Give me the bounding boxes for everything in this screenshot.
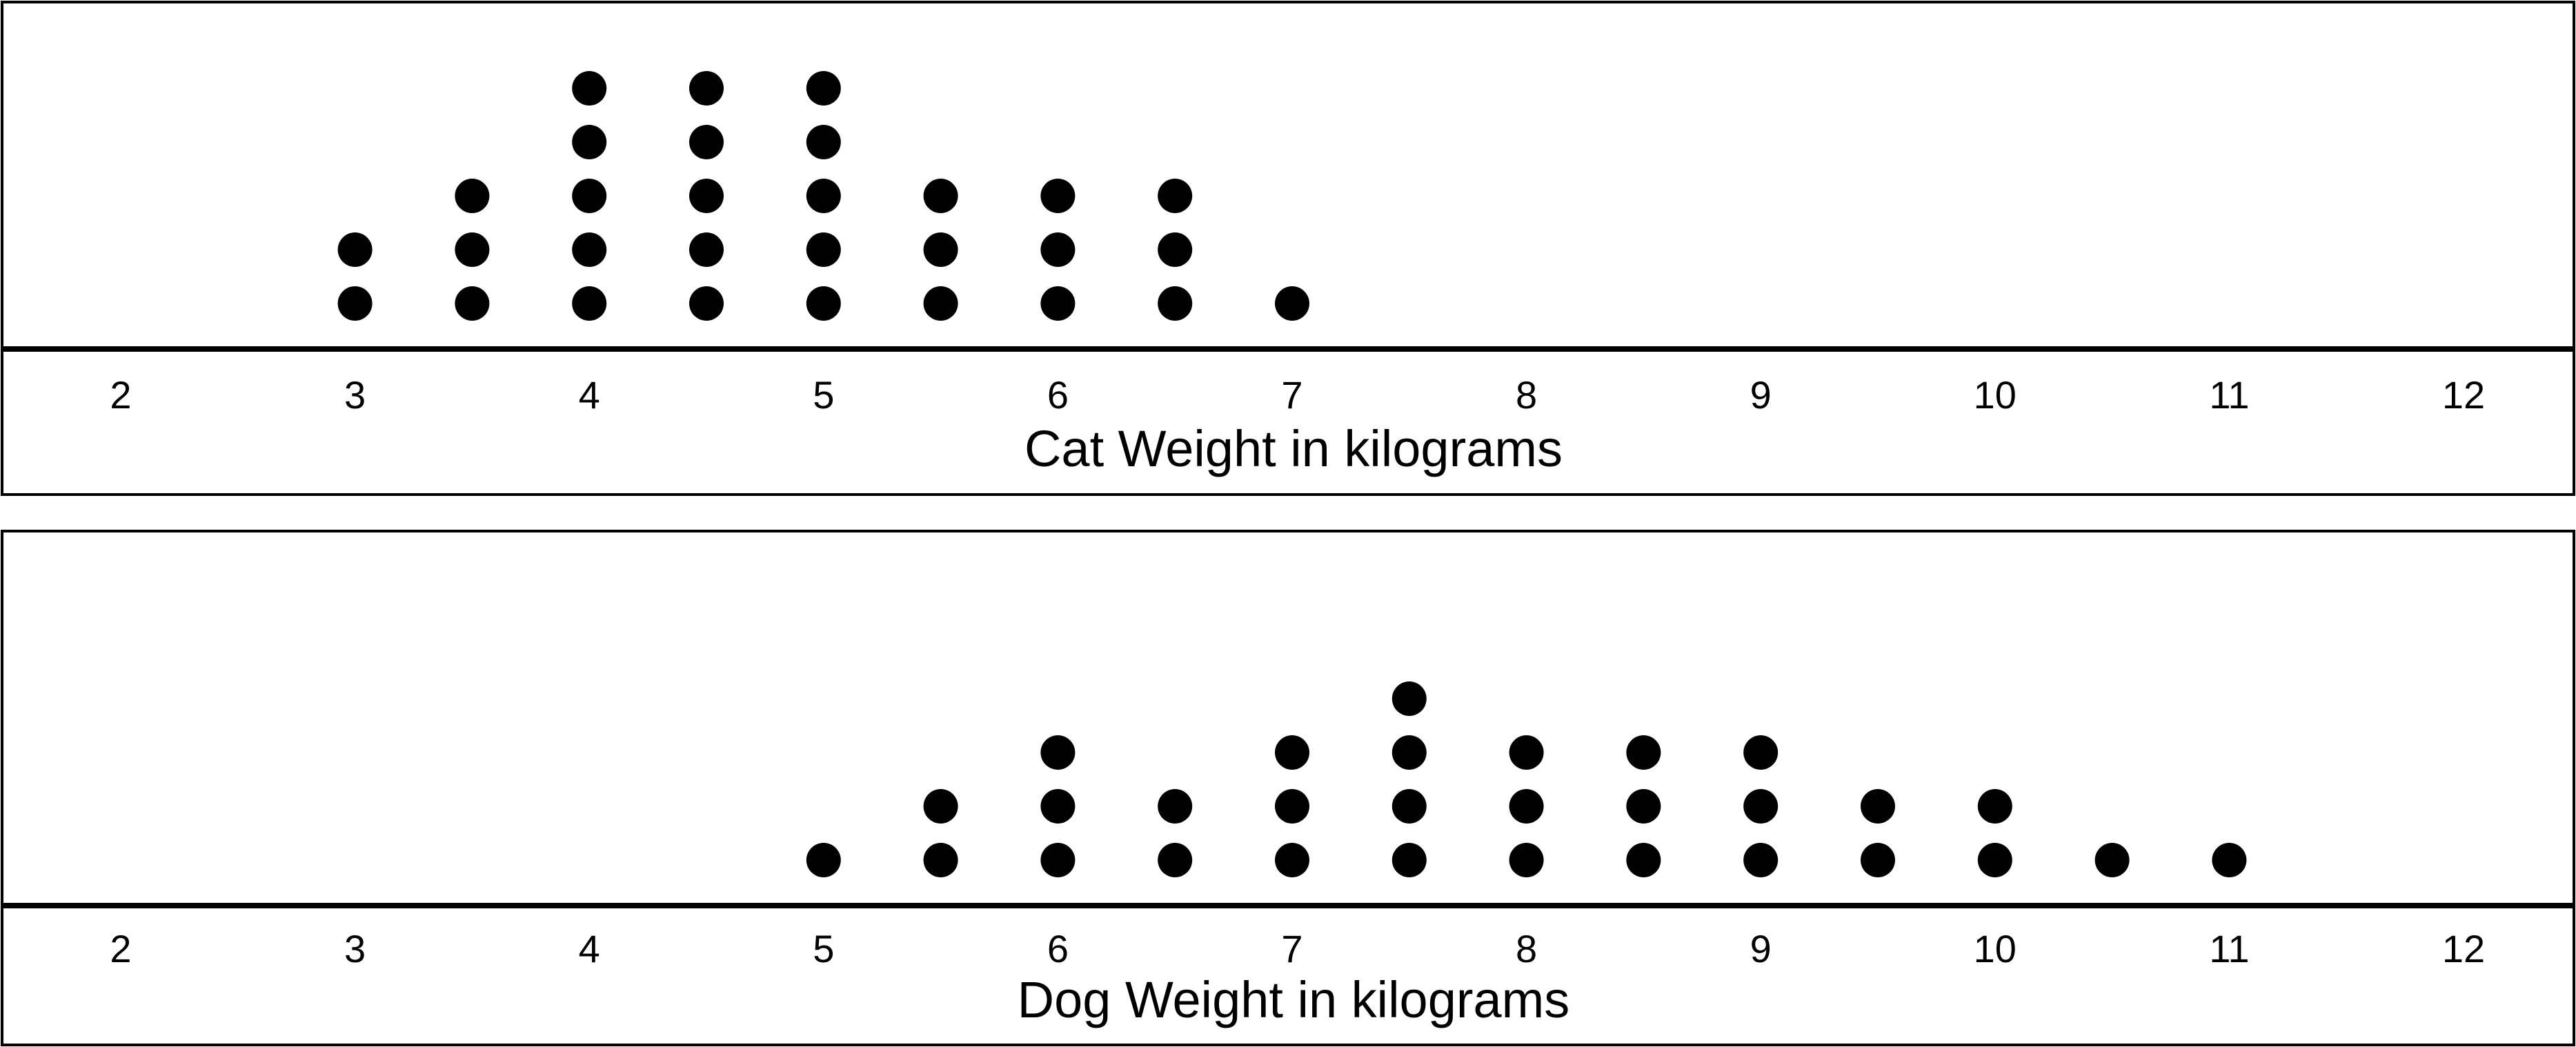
cat-tick-label-6: 6 [1047, 373, 1069, 417]
cat-dot-7-1 [1275, 286, 1309, 321]
cat-dot-4_5-5 [689, 71, 724, 106]
cat-dot-4_5-1 [689, 286, 724, 321]
cat-dot-5-2 [806, 232, 841, 267]
cat-tick-label-4: 4 [579, 373, 600, 417]
cat-tick-label-5: 5 [813, 373, 834, 417]
dog-dot-8-1 [1509, 843, 1544, 877]
dog-weight-panel: 2 3 4 5 6 7 8 9 10 11 12 Dog Weight in kilograms [1, 530, 2575, 1046]
dog-dot-7-3 [1275, 735, 1309, 770]
cat-dot-5_5-1 [923, 286, 958, 321]
dog-dot-11-1 [2212, 843, 2247, 877]
cat-dot-4_5-4 [689, 125, 724, 159]
dog-tick-label-9: 9 [1750, 927, 1772, 970]
dog-dot-6_5-2 [1158, 789, 1193, 824]
dog-tick-labels: 2 3 4 5 6 7 8 9 10 11 12 [110, 927, 2485, 970]
cat-dot-6_5-2 [1158, 232, 1193, 267]
cat-dot-3-1 [337, 286, 373, 321]
dog-tick-label-2: 2 [110, 927, 131, 970]
cat-dot-6-3 [1040, 179, 1076, 213]
cat-dots [337, 71, 1309, 321]
cat-panel-frame [1, 1, 2575, 496]
cat-dot-5-5 [806, 71, 841, 106]
dog-dot-6_5-1 [1158, 843, 1193, 877]
dog-tick-label-8: 8 [1516, 927, 1537, 970]
dog-dot-9-3 [1743, 735, 1779, 770]
cat-axis-title: Cat Weight in kilograms [1024, 420, 1563, 477]
dog-panel-frame [1, 530, 2575, 1046]
dog-dot-7_5-2 [1391, 789, 1427, 824]
dog-dot-10_5-1 [2094, 843, 2130, 877]
dog-dot-9-2 [1743, 789, 1779, 824]
dog-dot-8_5-3 [1626, 735, 1661, 770]
dog-dot-9_5-2 [1861, 789, 1895, 824]
cat-dot-3_5-3 [455, 179, 490, 213]
cat-dot-6-1 [1040, 286, 1076, 321]
cat-dot-3-2 [337, 232, 373, 267]
dog-dot-5-1 [806, 843, 841, 877]
dog-tick-label-7: 7 [1281, 927, 1302, 970]
dog-tick-label-4: 4 [579, 927, 600, 970]
cat-dot-5_5-3 [923, 179, 958, 213]
dog-tick-label-3: 3 [344, 927, 366, 970]
dog-tick-label-10: 10 [1974, 927, 2017, 970]
dog-dot-9_5-1 [1861, 843, 1895, 877]
dog-dots [806, 681, 2247, 877]
dog-dot-7_5-1 [1391, 843, 1427, 877]
dog-tick-label-12: 12 [2442, 927, 2485, 970]
cat-dot-4-1 [572, 286, 607, 321]
cat-tick-label-3: 3 [344, 373, 366, 417]
dog-dot-5_5-1 [923, 843, 958, 877]
dog-dot-10-2 [1977, 789, 2012, 824]
dog-dot-6-2 [1040, 789, 1076, 824]
cat-dot-4-4 [572, 125, 607, 159]
dog-dot-7-2 [1275, 789, 1309, 824]
cat-dot-4-3 [572, 179, 607, 213]
cat-dot-5-3 [806, 179, 841, 213]
cat-dot-3_5-1 [455, 286, 490, 321]
dog-tick-label-11: 11 [2209, 927, 2249, 970]
cat-weight-panel: 2 3 4 5 6 7 8 9 10 11 12 Cat Weight in kilograms [1, 1, 2575, 496]
cat-dot-5-4 [806, 125, 841, 159]
dog-dot-8-2 [1509, 789, 1544, 824]
dog-tick-label-6: 6 [1047, 927, 1069, 970]
cat-tick-label-12: 12 [2442, 373, 2485, 417]
dog-dot-10-1 [1977, 843, 2012, 877]
cat-dot-4_5-2 [689, 232, 724, 267]
dog-dot-8_5-2 [1626, 789, 1661, 824]
cat-tick-label-8: 8 [1516, 373, 1537, 417]
cat-tick-labels: 2 3 4 5 6 7 8 9 10 11 12 [110, 373, 2485, 417]
dog-dot-7_5-3 [1391, 735, 1427, 770]
cat-dot-3_5-2 [455, 232, 490, 267]
dog-dot-5_5-2 [923, 789, 958, 824]
cat-tick-label-9: 9 [1750, 373, 1772, 417]
cat-tick-label-7: 7 [1281, 373, 1302, 417]
cat-dot-4_5-3 [689, 179, 724, 213]
cat-tick-label-11: 11 [2209, 373, 2249, 417]
dog-dot-6-1 [1040, 843, 1076, 877]
cat-dot-4-2 [572, 232, 607, 267]
dog-dot-7-1 [1275, 843, 1309, 877]
dog-axis-title: Dog Weight in kilograms [1018, 971, 1570, 1028]
dog-dot-8_5-1 [1626, 843, 1661, 877]
dog-tick-label-5: 5 [813, 927, 834, 970]
cat-dot-4-5 [572, 71, 607, 106]
dog-dot-9-1 [1743, 843, 1779, 877]
dog-dot-8-3 [1509, 735, 1544, 770]
cat-dot-5_5-2 [923, 232, 958, 267]
cat-dot-6_5-1 [1158, 286, 1193, 321]
cat-dot-6-2 [1040, 232, 1076, 267]
cat-tick-label-2: 2 [110, 373, 131, 417]
dog-dot-7_5-4 [1391, 681, 1427, 716]
cat-dot-5-1 [806, 286, 841, 321]
dog-dot-6-3 [1040, 735, 1076, 770]
cat-tick-label-10: 10 [1974, 373, 2017, 417]
cat-dot-6_5-3 [1158, 179, 1193, 213]
